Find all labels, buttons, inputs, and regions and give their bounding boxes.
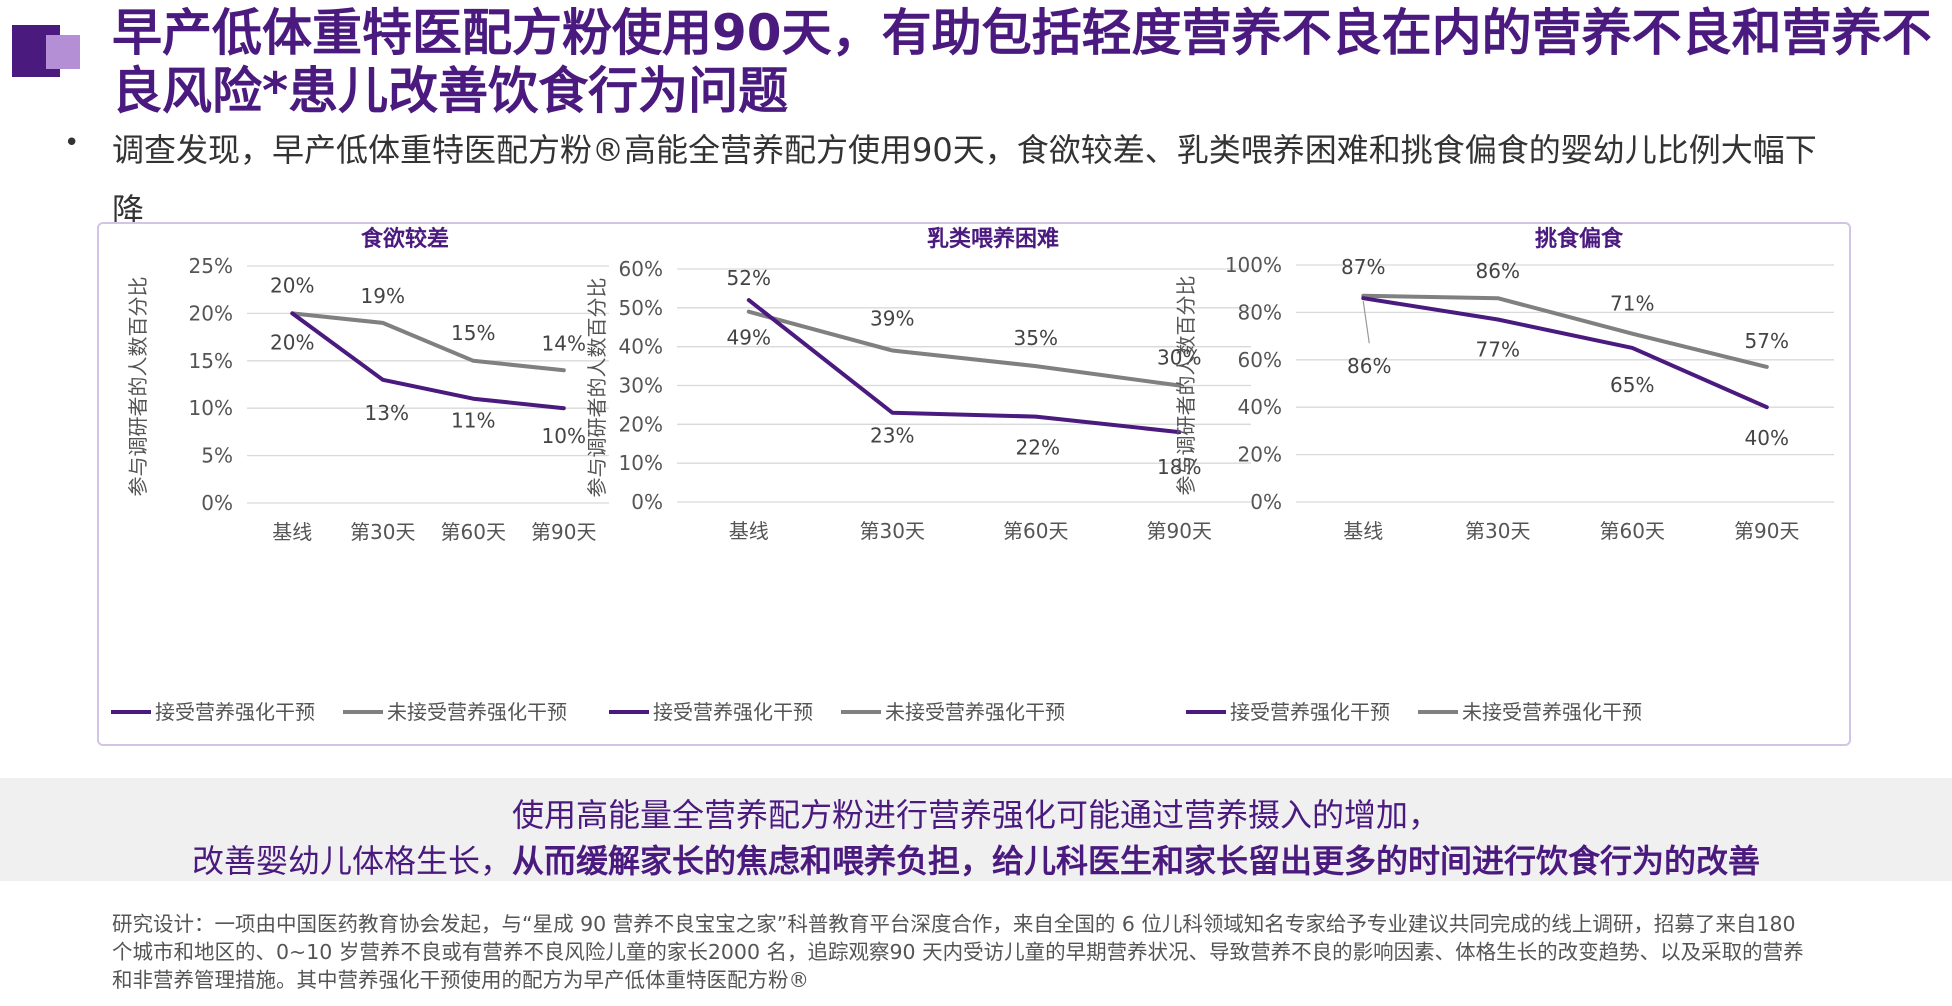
x-tick-label: 第60天 — [1003, 519, 1068, 543]
x-tick-label: 基线 — [1343, 519, 1383, 543]
conclusion-line-1: 使用高能量全营养配方粉进行营养强化可能通过营养摄入的增加， — [511, 796, 1440, 834]
series-line — [746, 309, 1182, 388]
chart-title: 挑食偏食 — [1535, 226, 1624, 252]
legend-label: 接受营养强化干预 — [653, 700, 813, 724]
data-label: 20% — [270, 273, 314, 297]
x-tick-label: 基线 — [729, 519, 769, 543]
y-axis-label: 参与调研者的人数百分比 — [585, 278, 609, 498]
x-tick-label: 第30天 — [860, 519, 925, 543]
series-line — [1361, 296, 1769, 410]
y-tick-label: 20% — [1238, 443, 1282, 467]
data-label: 23% — [870, 424, 914, 448]
y-tick-label: 5% — [201, 444, 233, 468]
series-line — [290, 311, 566, 411]
page-title: 早产低体重特医配方粉使用90天，有助包括轻度营养不良在内的营养不良和营养不良风险… — [112, 4, 1932, 120]
data-label: 86% — [1476, 259, 1520, 283]
x-tick-label: 基线 — [272, 520, 312, 544]
y-tick-label: 0% — [1250, 490, 1282, 514]
y-axis-label: 参与调研者的人数百分比 — [126, 277, 150, 497]
data-label: 22% — [1016, 436, 1060, 460]
charts-panel: 食欲较差 0% 5% 10% 15% 20% 25% 参与调研者的人数百分比基线 第30天 第60… — [97, 222, 1851, 746]
label-leader-line — [1362, 301, 1370, 344]
data-label: 65% — [1610, 373, 1654, 397]
y-tick-label: 20% — [189, 301, 233, 325]
y-tick-label: 15% — [189, 349, 233, 373]
y-tick-label: 20% — [619, 412, 663, 436]
x-tick-label: 第60天 — [1600, 519, 1665, 543]
data-label: 35% — [1014, 326, 1058, 350]
legend-label: 未接受营养强化干预 — [885, 700, 1065, 724]
conclusion-band: 使用高能量全营养配方粉进行营养强化可能通过营养摄入的增加， 改善婴幼儿体格生长，… — [0, 778, 1952, 881]
data-label: 15% — [451, 321, 495, 345]
chart-title: 食欲较差 — [361, 226, 449, 252]
legend-label: 接受营养强化干预 — [155, 700, 315, 724]
data-label: 40% — [1745, 426, 1789, 450]
y-tick-label: 0% — [631, 490, 663, 514]
y-tick-label: 80% — [1238, 300, 1282, 324]
data-label: 11% — [451, 409, 495, 433]
conclusion-line-2: 改善婴幼儿体格生长，从而缓解家长的焦虑和喂养负担，给儿科医生和家长留出更多的时间… — [0, 836, 1952, 882]
y-tick-label: 60% — [619, 257, 663, 281]
x-tick-label: 第30天 — [1465, 519, 1530, 543]
series-line — [746, 298, 1182, 435]
data-label: 30% — [1157, 346, 1201, 370]
data-label: 57% — [1745, 329, 1789, 353]
brand-logo — [12, 25, 80, 80]
data-label: 39% — [870, 307, 914, 331]
data-label: 18% — [1157, 455, 1201, 479]
legend-label: 未接受营养强化干预 — [387, 700, 567, 724]
legend-label: 接受营养强化干预 — [1230, 700, 1390, 724]
page-subtitle: 调查发现，早产低体重特医配方粉®高能全营养配方使用90天，食欲较差、乳类喂养困难… — [112, 131, 1817, 229]
y-tick-label: 40% — [619, 335, 663, 359]
data-label: 14% — [542, 331, 586, 355]
x-tick-label: 第30天 — [350, 520, 415, 544]
x-tick-label: 第90天 — [531, 520, 596, 544]
data-label: 19% — [361, 284, 405, 308]
y-tick-label: 0% — [201, 491, 233, 515]
study-footnote: 研究设计：一项由中国医药教育协会发起，与“星成 90 营养不良宝宝之家”科普教育… — [112, 912, 1804, 992]
data-label: 52% — [727, 266, 771, 290]
conclusion-line-2-bold: 从而缓解家长的焦虑和喂养负担，给儿科医生和家长留出更多的时间进行饮食行为的改善 — [512, 842, 1761, 880]
x-tick-label: 第90天 — [1147, 519, 1212, 543]
y-tick-label: 50% — [619, 296, 663, 320]
x-tick-label: 第60天 — [441, 520, 506, 544]
data-label: 86% — [1347, 354, 1391, 378]
series-line — [1361, 293, 1769, 369]
y-tick-label: 100% — [1225, 253, 1282, 277]
series-line — [290, 311, 566, 373]
y-tick-label: 60% — [1238, 348, 1282, 372]
y-axis-label: 参与调研者的人数百分比 — [1174, 276, 1198, 496]
y-tick-label: 30% — [619, 374, 663, 398]
y-tick-label: 10% — [189, 396, 233, 420]
chart-title: 乳类喂养困难 — [927, 226, 1059, 252]
y-tick-label: 10% — [619, 451, 663, 475]
y-tick-label: 25% — [189, 254, 233, 278]
logo-square-light — [46, 35, 80, 69]
data-label: 87% — [1341, 255, 1385, 279]
data-label: 71% — [1610, 292, 1654, 316]
data-label: 49% — [727, 326, 771, 350]
conclusion-line-2-prefix: 改善婴幼儿体格生长， — [191, 842, 512, 880]
y-tick-label: 40% — [1238, 395, 1282, 419]
bullet-point: • — [64, 128, 80, 158]
data-label: 13% — [365, 401, 409, 425]
data-label: 20% — [270, 330, 314, 354]
data-label: 10% — [542, 424, 586, 448]
legend-label: 未接受营养强化干预 — [1462, 700, 1642, 724]
data-label: 77% — [1476, 338, 1520, 362]
x-tick-label: 第90天 — [1734, 519, 1799, 543]
